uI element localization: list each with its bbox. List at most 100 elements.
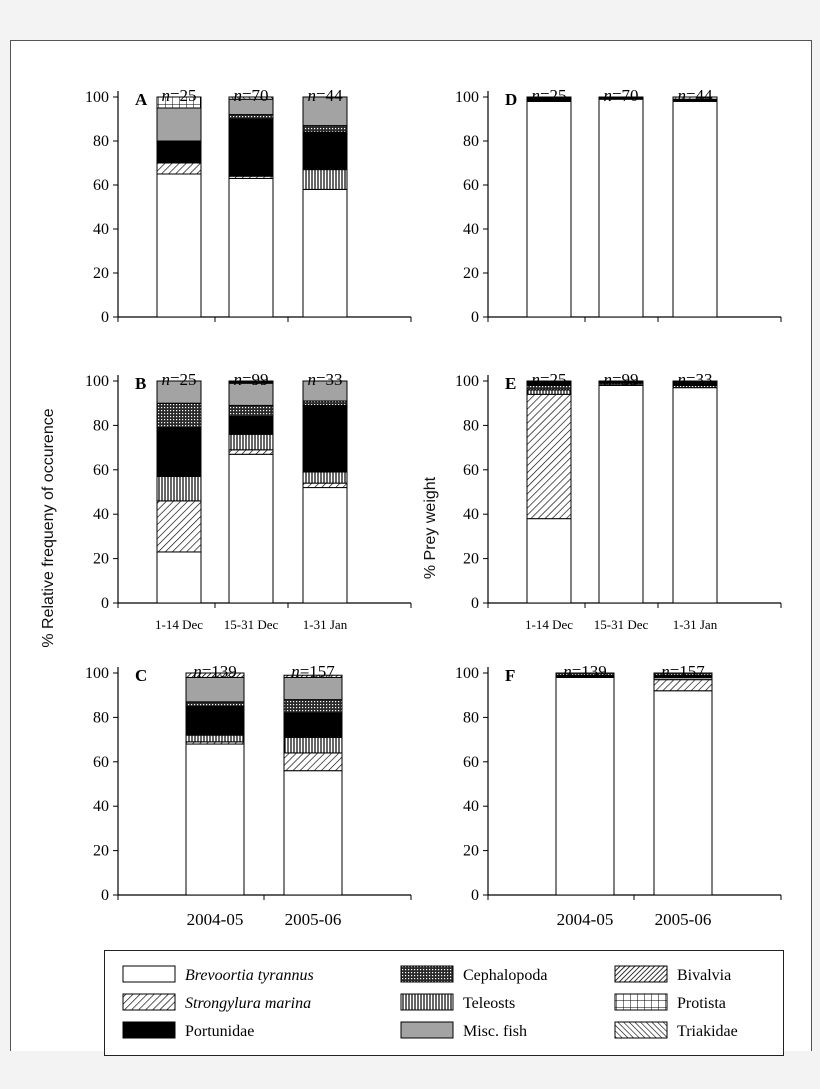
legend-swatch [614,1021,668,1039]
legend-swatch [122,1021,176,1039]
bar-segment [156,162,202,175]
n-label: n=139 [193,662,237,681]
legend-item: Bivalvia [614,965,731,984]
y-tick-label: 20 [463,843,479,860]
bar-segment [526,100,572,318]
legend-label: Portunidae [185,1023,254,1040]
y-tick-label: 0 [471,887,479,904]
n-label-letter: n [677,86,686,105]
bar-segment [228,433,274,451]
bar-segment [185,705,245,736]
bar-1 [228,380,274,604]
y-tick-label: 40 [93,798,109,815]
category-label: 1-31 Jan [303,617,348,632]
n-label-value: =70 [242,86,269,105]
n-label-value: =157 [670,662,706,681]
n-label-value: =99 [612,370,639,389]
n-label-letter: n [661,662,670,681]
y-tick-label: 0 [101,595,109,612]
y-tick-label: 0 [101,887,109,904]
legend-swatch [400,1021,454,1039]
n-label: n=44 [677,86,713,105]
n-label-value: =25 [170,370,197,389]
bar-segment [185,743,245,896]
n-label-value: =25 [540,370,567,389]
bar-2 [302,380,348,604]
bar-segment [598,98,644,318]
n-label: n=25 [161,370,196,389]
n-label: n=33 [307,370,342,389]
n-label-value: =70 [612,86,639,105]
legend-label: Protista [677,995,726,1012]
n-label: n=25 [531,86,566,105]
n-label: n=157 [291,662,335,681]
bar-segment [283,712,343,738]
n-label-letter: n [233,370,242,389]
bar-segment [302,125,348,133]
bar-segment [672,100,718,318]
n-label-value: =139 [202,662,237,681]
bar-segment [283,752,343,772]
n-label-value: =33 [686,370,713,389]
y-tick-label: 20 [93,265,109,282]
y-tick-label: 40 [93,506,109,523]
bar-segment [156,475,202,502]
legend-item: Teleosts [400,993,515,1012]
n-label-value: =139 [572,662,607,681]
bar-segment [555,676,615,896]
n-label-letter: n [291,662,300,681]
y-tick-label: 60 [463,754,479,771]
bar-1 [653,672,713,896]
bar-2 [672,380,718,604]
category-label: 15-31 Dec [594,617,649,632]
n-label-letter: n [307,370,316,389]
n-label-value: =99 [242,370,269,389]
bar-segment [653,690,713,896]
legend-label: Misc. fish [463,1023,527,1040]
n-label-value: =44 [316,86,343,105]
y-tick-label: 20 [93,551,109,568]
bar-0 [185,672,245,896]
legend-swatch [122,993,176,1011]
bar-0 [156,380,202,604]
y-tick-label: 100 [455,373,479,390]
category-label: 2005-06 [285,910,342,929]
n-label-letter: n [161,370,170,389]
panel-letter: D [505,90,517,109]
y-tick-label: 60 [93,754,109,771]
legend-swatch [400,993,454,1011]
bar-0 [526,96,572,318]
legend-label: Brevoortia tyrannus [185,967,314,984]
category-label: 1-31 Jan [673,617,718,632]
bar-1 [283,674,343,896]
bar-segment [302,380,348,402]
y-tick-label: 80 [463,417,479,434]
bar-0 [526,380,572,604]
n-label: n=44 [307,86,343,105]
y-tick-label: 40 [463,506,479,523]
bar-segment [302,482,348,489]
y-tick-label: 100 [455,89,479,106]
category-label: 2004-05 [187,910,244,929]
n-label-value: =25 [170,86,197,105]
bar-segment [228,114,274,120]
bar-segment [156,96,202,109]
n-label-letter: n [677,370,686,389]
bar-segment [653,672,713,676]
legend-swatch [122,965,176,983]
bar-segment [228,177,274,318]
n-label-letter: n [161,86,170,105]
y-tick-label: 100 [455,665,479,682]
bar-segment [156,402,202,429]
y-tick-label: 80 [93,417,109,434]
bar-segment [283,674,343,678]
n-label-value: =33 [316,370,343,389]
bar-1 [598,96,644,318]
bar-segment [526,393,572,520]
bar-segment [185,676,245,703]
n-label-letter: n [193,662,202,681]
bar-0 [555,672,615,896]
